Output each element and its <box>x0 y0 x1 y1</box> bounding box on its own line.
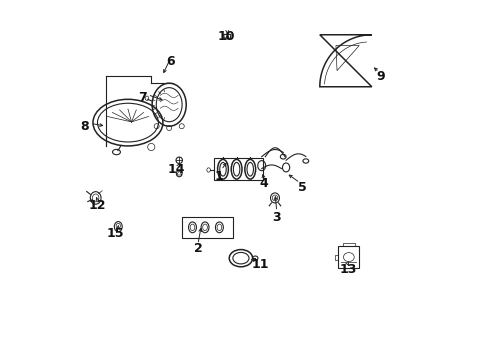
Text: 15: 15 <box>106 227 124 240</box>
Text: 14: 14 <box>167 163 185 176</box>
Text: 7: 7 <box>138 91 146 104</box>
Text: 13: 13 <box>339 263 356 276</box>
Text: 11: 11 <box>251 258 269 271</box>
Text: 1: 1 <box>215 170 224 183</box>
Text: 2: 2 <box>193 242 202 255</box>
Text: 8: 8 <box>81 120 89 133</box>
Text: 5: 5 <box>297 181 305 194</box>
Text: 10: 10 <box>217 30 235 43</box>
Text: 12: 12 <box>88 199 106 212</box>
Text: 3: 3 <box>272 211 281 224</box>
Text: 9: 9 <box>376 69 384 82</box>
Text: 6: 6 <box>166 55 175 68</box>
Polygon shape <box>224 35 229 39</box>
Text: 4: 4 <box>259 177 268 190</box>
